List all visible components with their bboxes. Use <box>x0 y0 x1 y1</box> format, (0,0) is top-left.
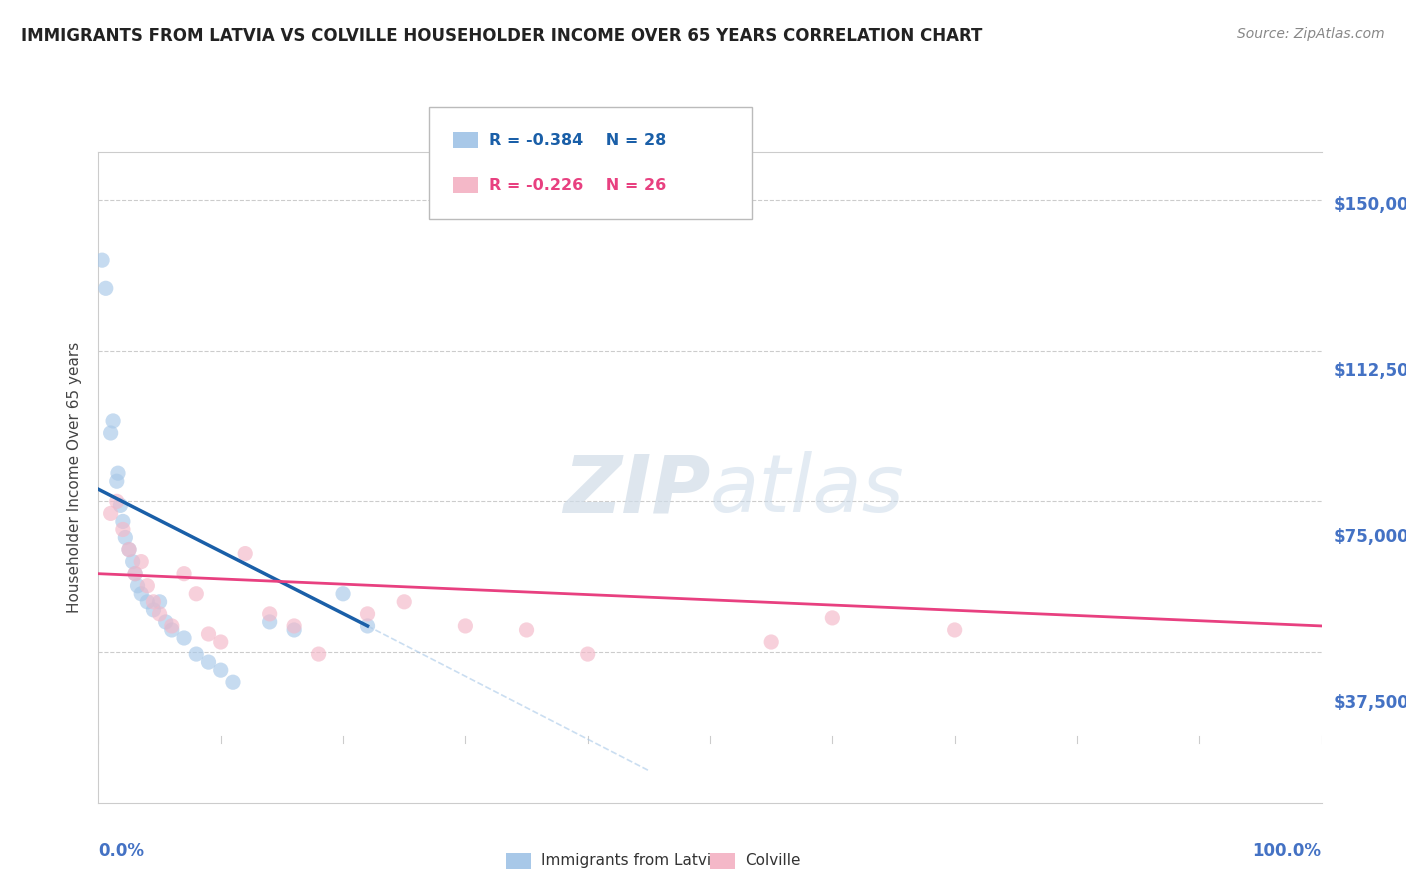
Point <box>114 531 136 545</box>
Point <box>259 615 281 629</box>
Point <box>160 623 183 637</box>
Point <box>356 607 378 621</box>
Point <box>105 475 128 489</box>
Point <box>576 647 599 661</box>
Point <box>129 555 152 569</box>
Point <box>173 566 195 581</box>
Text: R = -0.384    N = 28: R = -0.384 N = 28 <box>489 133 666 148</box>
Point <box>107 466 129 480</box>
Point <box>129 587 152 601</box>
Point <box>283 619 305 633</box>
Point <box>283 623 305 637</box>
Point <box>209 663 232 677</box>
Text: $75,000: $75,000 <box>1334 528 1406 546</box>
Y-axis label: Householder Income Over 65 years: Householder Income Over 65 years <box>67 342 83 613</box>
Point <box>100 425 122 440</box>
Point <box>332 587 354 601</box>
Point <box>392 595 416 609</box>
Point <box>118 542 141 557</box>
Point <box>124 566 146 581</box>
Text: 100.0%: 100.0% <box>1253 842 1322 860</box>
Point <box>100 507 122 521</box>
Point <box>186 587 208 601</box>
Point <box>101 414 124 428</box>
Text: Immigrants from Latvia: Immigrants from Latvia <box>541 854 721 868</box>
Point <box>91 253 114 268</box>
Text: 0.0%: 0.0% <box>98 842 145 860</box>
Point <box>111 523 134 537</box>
Point <box>356 619 378 633</box>
Point <box>308 647 330 661</box>
Point <box>105 494 128 508</box>
Point <box>155 615 177 629</box>
Point <box>142 603 165 617</box>
Point <box>454 619 477 633</box>
Point <box>821 611 844 625</box>
Point <box>222 675 245 690</box>
Text: IMMIGRANTS FROM LATVIA VS COLVILLE HOUSEHOLDER INCOME OVER 65 YEARS CORRELATION : IMMIGRANTS FROM LATVIA VS COLVILLE HOUSE… <box>21 27 983 45</box>
Point <box>197 627 219 641</box>
Text: Source: ZipAtlas.com: Source: ZipAtlas.com <box>1237 27 1385 41</box>
Point <box>110 499 132 513</box>
Point <box>259 607 281 621</box>
Point <box>943 623 966 637</box>
Point <box>761 635 783 649</box>
Point <box>94 281 117 295</box>
Text: ZIP: ZIP <box>562 451 710 529</box>
Point <box>197 655 219 669</box>
Point <box>186 647 208 661</box>
Point <box>233 547 256 561</box>
Point <box>149 607 172 621</box>
Point <box>173 631 195 645</box>
Text: R = -0.226    N = 26: R = -0.226 N = 26 <box>489 178 666 193</box>
Point <box>111 515 134 529</box>
Point <box>142 595 165 609</box>
Point <box>149 595 172 609</box>
Text: $150,000: $150,000 <box>1334 196 1406 214</box>
Point <box>127 579 149 593</box>
Text: $37,500: $37,500 <box>1334 694 1406 712</box>
Point <box>160 619 183 633</box>
Point <box>516 623 538 637</box>
Text: atlas: atlas <box>710 451 905 529</box>
Text: $112,500: $112,500 <box>1334 362 1406 380</box>
Point <box>136 579 159 593</box>
Point <box>209 635 232 649</box>
Point <box>118 542 141 557</box>
Text: Colville: Colville <box>745 854 800 868</box>
Point <box>121 555 143 569</box>
Point <box>124 566 146 581</box>
Point <box>136 595 159 609</box>
